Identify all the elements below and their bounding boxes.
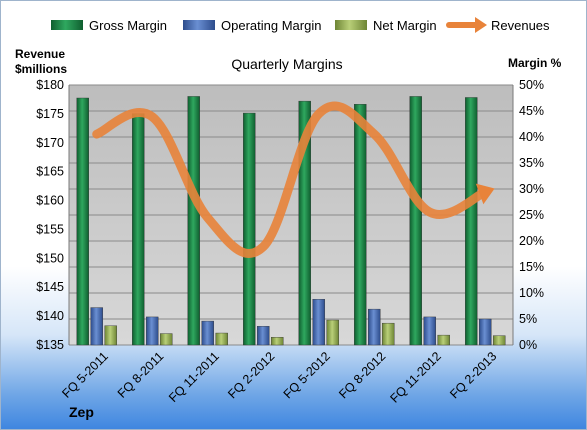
right-axis-title: Margin % [508, 56, 562, 70]
right-tick-label: 15% [519, 260, 544, 274]
x-tick-label: FQ 8-2012 [336, 349, 388, 401]
right-axis-ticks: 0% 5% 10% 15% 20% 25% 30% 35% 40% 45% 50% [519, 78, 544, 352]
left-tick-label: $165 [36, 165, 64, 179]
gross-margin-bar [76, 97, 89, 346]
gross-margin-bar [354, 104, 367, 346]
operating-margin-bar [201, 320, 214, 346]
legend-swatch-net-margin [335, 20, 367, 30]
net-margin-bar [493, 335, 506, 346]
net-margin-bar [271, 337, 284, 346]
net-margin-bar [215, 332, 228, 346]
left-tick-label: $145 [36, 280, 64, 294]
x-axis-ticks: FQ 5-2011 FQ 8-2011 FQ 11-2011 FQ 2-2012 FQ … [59, 349, 499, 405]
company-name: Zep [69, 404, 94, 420]
left-tick-label: $160 [36, 194, 64, 208]
operating-margin-bar [257, 326, 270, 346]
x-tick-label: FQ 8-2011 [115, 349, 167, 401]
gross-margin-bar [243, 112, 256, 346]
gross-margin-bar [187, 96, 200, 346]
right-tick-label: 5% [519, 312, 537, 326]
net-margin-bar [160, 333, 173, 346]
revenue-line-path [92, 101, 490, 258]
right-tick-label: 30% [519, 182, 544, 196]
legend-label-revenues: Revenues [491, 18, 550, 33]
right-tick-label: 50% [519, 78, 544, 92]
left-axis-title-line1: Revenue [15, 47, 65, 61]
legend-swatch-revenues [446, 17, 487, 33]
x-tick-label: FQ 5-2011 [59, 349, 111, 401]
gross-margin-bar [298, 100, 311, 346]
net-margin-bar [326, 319, 339, 346]
gross-margin-bar [132, 113, 145, 346]
right-tick-label: 25% [519, 208, 544, 222]
legend: Gross Margin Operating Margin Net Margin… [51, 17, 550, 33]
legend-label-gross-margin: Gross Margin [89, 18, 167, 33]
revenue-line [92, 101, 495, 258]
right-tick-label: 0% [519, 338, 537, 352]
x-tick-label: FQ 11-2012 [387, 349, 443, 405]
legend-label-net-margin: Net Margin [373, 18, 437, 33]
right-tick-label: 20% [519, 234, 544, 248]
right-tick-label: 10% [519, 286, 544, 300]
operating-margin-bar [423, 316, 436, 346]
operating-margin-bar [368, 308, 381, 346]
x-tick-label: FQ 2-2013 [447, 349, 499, 401]
x-tick-label: FQ 2-2012 [225, 349, 277, 401]
legend-swatch-gross-margin [51, 20, 83, 30]
left-tick-label: $175 [36, 107, 64, 121]
bars [76, 96, 506, 346]
revenue-arrowhead [475, 183, 495, 205]
left-tick-label: $155 [36, 222, 64, 236]
left-tick-label: $170 [36, 136, 64, 150]
gross-margin-bar [465, 97, 478, 346]
right-tick-label: 45% [519, 104, 544, 118]
legend-swatch-operating-margin [183, 20, 215, 30]
right-tick-label: 40% [519, 130, 544, 144]
operating-margin-bar [146, 316, 159, 346]
net-margin-bar [104, 325, 117, 346]
chart-title: Quarterly Margins [231, 56, 342, 72]
x-tick-label: FQ 5-2012 [281, 349, 333, 401]
left-axis-ticks: $135 $140 $145 $150 $155 $160 $165 $170 $175 $180 [36, 78, 64, 352]
left-tick-label: $180 [36, 78, 64, 92]
left-tick-label: $150 [36, 251, 64, 265]
operating-margin-bar [312, 299, 325, 346]
x-tick-label: FQ 11-2011 [166, 349, 222, 405]
gross-margin-bar [409, 96, 422, 346]
left-tick-label: $140 [36, 309, 64, 323]
net-margin-bar [437, 334, 450, 346]
operating-margin-bar [479, 318, 492, 346]
legend-label-operating-margin: Operating Margin [221, 18, 321, 33]
net-margin-bar [382, 322, 395, 346]
operating-margin-bar [90, 307, 103, 346]
left-axis-title-line2: $millions [15, 62, 67, 76]
right-tick-label: 35% [519, 156, 544, 170]
left-tick-label: $135 [36, 338, 64, 352]
